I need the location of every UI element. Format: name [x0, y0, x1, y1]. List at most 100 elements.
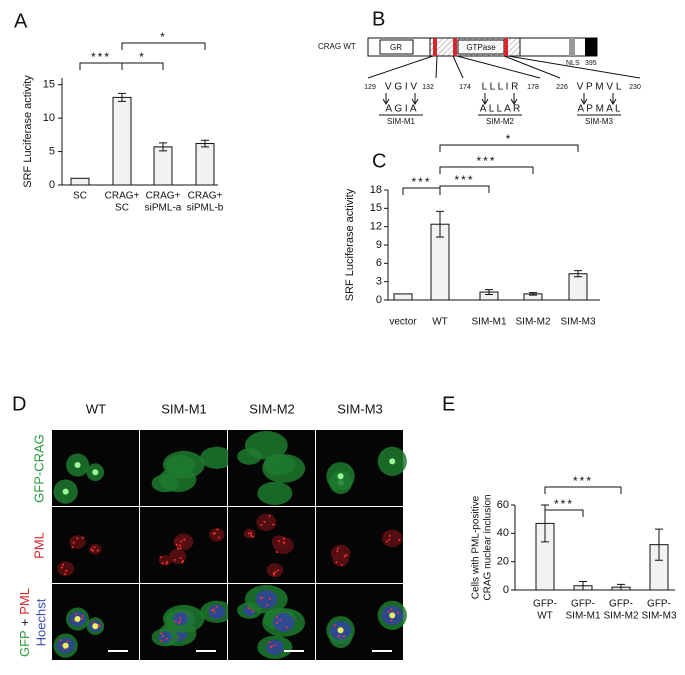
construct-label: CRAG WT [318, 42, 356, 51]
panel-label: E [442, 393, 455, 415]
pml-body [63, 573, 66, 576]
pml-body [210, 609, 213, 612]
significance-label: * [139, 50, 146, 64]
domain-label: GR [390, 43, 402, 52]
pml-body [337, 547, 340, 550]
pml-body [65, 569, 68, 572]
significance-label: *** [411, 175, 431, 189]
y-tick-label: 40 [497, 527, 509, 539]
sim-name: SIM-M3 [585, 117, 614, 126]
error-bar [574, 270, 582, 278]
pml-body [175, 543, 178, 546]
pml-body [61, 563, 64, 566]
pml-body [81, 617, 84, 620]
wt-sequence: V P M V L [577, 82, 622, 93]
inclusion [74, 462, 81, 469]
x-tick-label: WT [537, 611, 553, 622]
x-tick-label: SIM-M2 [516, 317, 551, 328]
pml-body [261, 596, 264, 599]
error-bar [159, 142, 167, 152]
pml-body [268, 514, 271, 517]
inclusion [337, 473, 344, 480]
row-label: GFP-CRAG [31, 434, 46, 503]
pml-body [275, 551, 278, 554]
significance-label: *** [554, 497, 574, 511]
nucleus [69, 535, 86, 549]
mutant-sequence: A L L A R [480, 104, 520, 115]
pml-body [71, 546, 74, 549]
pml-body [215, 605, 218, 608]
pml-body [283, 541, 286, 544]
bar [70, 177, 90, 186]
axis [387, 190, 600, 301]
pml-body [273, 644, 276, 647]
column-header: SIM-M2 [249, 401, 295, 416]
pml-body [285, 626, 288, 629]
sim-site [433, 38, 437, 56]
pml-body [251, 610, 254, 613]
mutation-arrow [510, 93, 518, 105]
inclusion [389, 612, 396, 619]
x-tick-label: SIM-M1 [566, 611, 601, 622]
pml-body [277, 569, 280, 572]
axis [61, 78, 218, 186]
residue-end: 178 [527, 84, 539, 91]
inclusion [92, 469, 99, 476]
x-tick-label: SIM-M3 [642, 611, 677, 622]
error-bar [579, 581, 587, 591]
pml-body [165, 637, 168, 640]
pml-body [81, 615, 84, 618]
pml-body [247, 532, 250, 535]
protein-diagram: CRAG WT GR GTPase NLS 395 [318, 37, 641, 79]
nucleus [57, 561, 75, 576]
domain-label: GTPase [466, 43, 496, 52]
pml-body [180, 540, 183, 543]
significance-bracket [439, 144, 579, 152]
error-bar [118, 92, 126, 102]
x-tick-label: siPML-a [145, 203, 182, 214]
pml-body [212, 608, 215, 611]
residue-end: 230 [629, 84, 641, 91]
pml-body [72, 541, 75, 544]
c-term [585, 38, 597, 56]
y-tick-label: 0 [376, 294, 382, 306]
significance-label: *** [573, 474, 593, 488]
pml-body [268, 597, 271, 600]
row-label: GFP + PML [17, 588, 32, 657]
y-tick-label: 5 [49, 145, 55, 157]
connector [452, 55, 464, 79]
y-tick-label: 15 [370, 202, 382, 214]
pml-body [59, 639, 62, 642]
nucleus [208, 604, 226, 620]
bar [112, 96, 132, 186]
cell [200, 446, 234, 469]
residue-start: 226 [556, 84, 568, 91]
significance-bracket [439, 185, 490, 193]
row-label: PML [31, 532, 46, 559]
panel-label: D [12, 393, 26, 415]
pml-body [268, 641, 271, 644]
domain [379, 39, 414, 55]
pml-body [385, 540, 388, 543]
significance-label: * [506, 132, 513, 146]
mutation-arrow [411, 93, 419, 105]
connector [367, 55, 434, 79]
x-tick-label: SC [73, 191, 87, 202]
pml-body [398, 538, 401, 541]
nucleus [209, 528, 225, 542]
x-tick-label: GFP- [647, 599, 671, 610]
mutation-arrow [609, 93, 617, 105]
pml-body [179, 616, 182, 619]
pml-body [270, 645, 273, 648]
pml-body [161, 635, 164, 638]
y-tick-label: 0 [503, 584, 509, 596]
pml-body [396, 612, 399, 615]
pml-body [66, 640, 69, 643]
bar [153, 146, 173, 186]
panel-label: B [372, 8, 385, 30]
error-bar [201, 139, 209, 148]
nls [569, 38, 575, 56]
bar [568, 273, 588, 301]
pml-body [182, 560, 185, 563]
